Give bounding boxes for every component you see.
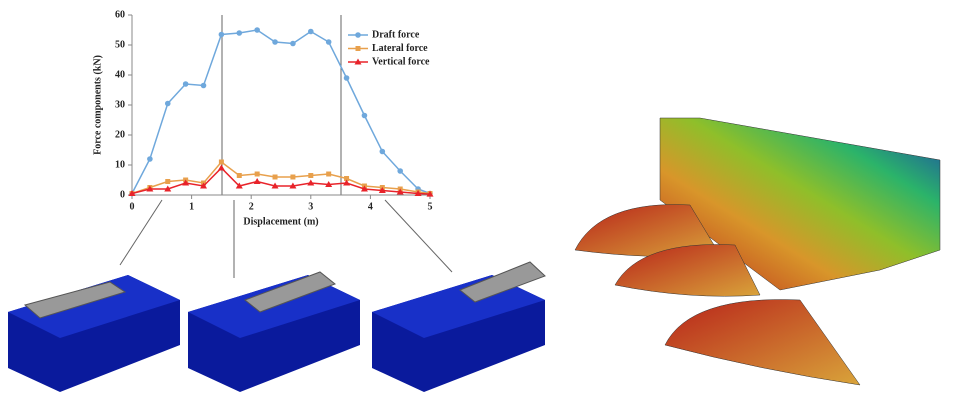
legend-label: Vertical force bbox=[372, 56, 430, 67]
series-line bbox=[132, 162, 430, 194]
marker bbox=[326, 172, 331, 177]
y-tick-label: 10 bbox=[115, 159, 125, 170]
marker bbox=[355, 32, 361, 38]
legend-label: Draft force bbox=[372, 29, 420, 40]
marker bbox=[183, 81, 189, 87]
x-tick-label: 1 bbox=[189, 201, 194, 212]
legend-label: Lateral force bbox=[372, 43, 428, 54]
marker bbox=[356, 46, 361, 51]
marker bbox=[219, 32, 225, 38]
marker bbox=[397, 168, 403, 174]
marker bbox=[255, 172, 260, 177]
y-tick-label: 0 bbox=[120, 189, 125, 200]
marker bbox=[326, 39, 332, 45]
plough-model bbox=[575, 118, 940, 385]
series-line bbox=[132, 30, 430, 194]
marker bbox=[308, 29, 314, 35]
y-tick-label: 30 bbox=[115, 99, 125, 110]
marker bbox=[201, 83, 207, 89]
y-tick-label: 60 bbox=[115, 9, 125, 20]
y-tick-label: 50 bbox=[115, 39, 125, 50]
marker bbox=[165, 101, 171, 107]
marker bbox=[236, 30, 242, 36]
marker bbox=[290, 175, 295, 180]
x-axis-label: Displacement (m) bbox=[243, 216, 318, 227]
x-tick-label: 0 bbox=[130, 201, 135, 212]
marker bbox=[308, 173, 313, 178]
y-tick-label: 20 bbox=[115, 129, 125, 140]
marker bbox=[273, 175, 278, 180]
marker bbox=[219, 160, 224, 165]
marker bbox=[380, 149, 386, 155]
figure: Displacement (m) Force components (kN) 0… bbox=[0, 0, 964, 400]
x-tick-label: 2 bbox=[249, 201, 254, 212]
x-tick-label: 3 bbox=[308, 201, 313, 212]
guides bbox=[120, 15, 452, 278]
marker bbox=[147, 156, 153, 162]
marker bbox=[362, 113, 368, 119]
x-tick-label: 5 bbox=[428, 201, 433, 212]
marker bbox=[237, 173, 242, 178]
y-tick-label: 40 bbox=[115, 69, 125, 80]
marker bbox=[290, 41, 296, 47]
marker bbox=[254, 27, 260, 33]
snapshots bbox=[8, 262, 545, 392]
y-axis-label: Force components (kN) bbox=[92, 55, 103, 155]
x-tick-label: 4 bbox=[368, 201, 373, 212]
marker bbox=[165, 179, 170, 184]
marker bbox=[254, 178, 261, 184]
marker bbox=[272, 39, 278, 45]
marker bbox=[344, 75, 350, 81]
